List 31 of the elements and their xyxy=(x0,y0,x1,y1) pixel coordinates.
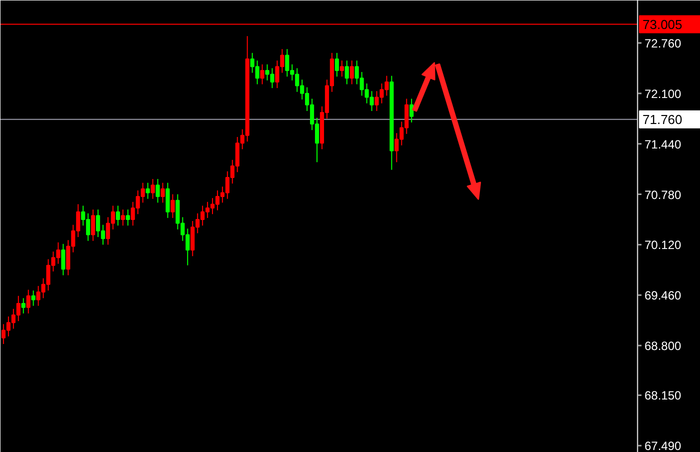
y-tick-label: 68.150 xyxy=(644,388,682,403)
candlestick xyxy=(156,178,160,204)
candlestick xyxy=(340,60,344,78)
candlestick xyxy=(146,182,150,200)
y-tick-label: 67.490 xyxy=(644,439,682,452)
candlestick xyxy=(31,290,36,306)
candlestick xyxy=(21,298,26,314)
ref-line-label: 73.005 xyxy=(642,16,682,32)
candlestick xyxy=(26,289,30,314)
candlestick xyxy=(410,98,414,123)
y-tick-label: 72.100 xyxy=(644,86,682,101)
y-tick-label: 69.460 xyxy=(644,288,682,303)
candlestick xyxy=(350,60,354,85)
candlestick xyxy=(91,209,96,242)
candlestick xyxy=(260,64,264,85)
y-tick-label: 72.760 xyxy=(644,36,682,50)
candlestick xyxy=(166,182,170,218)
ref-line-label: 71.760 xyxy=(642,112,682,127)
candlestick xyxy=(160,182,165,204)
candlestick xyxy=(61,243,66,276)
candlestick xyxy=(344,60,349,85)
y-tick-label: 68.800 xyxy=(644,339,682,354)
candlestick xyxy=(120,209,125,226)
y-tick-label: 71.440 xyxy=(644,137,682,152)
candlestick xyxy=(150,178,155,200)
candlestick xyxy=(170,194,175,218)
candlestick xyxy=(126,209,130,226)
candlestick xyxy=(116,205,120,226)
candlestick xyxy=(334,52,339,78)
y-tick-label: 70.120 xyxy=(644,238,682,252)
y-tick-label: 70.780 xyxy=(644,188,682,202)
